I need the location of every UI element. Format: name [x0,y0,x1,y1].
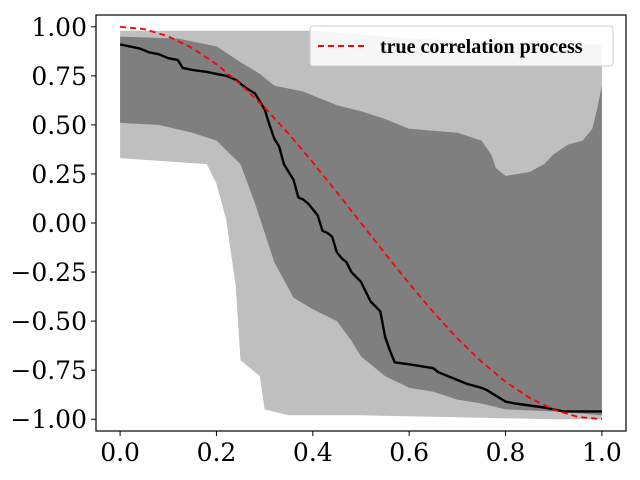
x-tick-label: 0.8 [486,438,526,467]
x-tick-label: 0.2 [197,438,237,467]
y-tick-label: −1.00 [10,405,87,434]
plot-area [119,25,602,421]
inner-credible-band [120,36,602,416]
legend-label-true-correlation: true correlation process [380,36,583,58]
y-tick-label: 1.00 [31,13,87,42]
x-tick-label: 0.4 [293,438,333,467]
y-tick-label: −0.25 [10,258,87,287]
y-tick-label: 0.50 [31,111,87,140]
y-tick-label: 0.00 [31,209,87,238]
y-tick-label: 0.75 [31,62,87,91]
y-tick-label: −0.50 [10,307,87,336]
series-true-correlation-line [120,25,602,421]
y-tick-label: 0.25 [31,160,87,189]
y-tick-label: −0.75 [10,356,87,385]
series-estimated-correlation-line [119,43,602,413]
x-tick-label: 1.0 [582,438,622,467]
x-tick-label: 0.6 [389,438,429,467]
y-axis: 1.00 0.75 0.50 0.25 0.00 −0.25 −0.50 −0.75 −1.00 [10,13,96,434]
legend-box [309,25,614,67]
x-axis: 0.0 0.2 0.4 0.6 0.8 1.0 [100,431,622,467]
legend: true correlation process [309,25,614,67]
x-tick-label: 0.0 [100,438,140,467]
